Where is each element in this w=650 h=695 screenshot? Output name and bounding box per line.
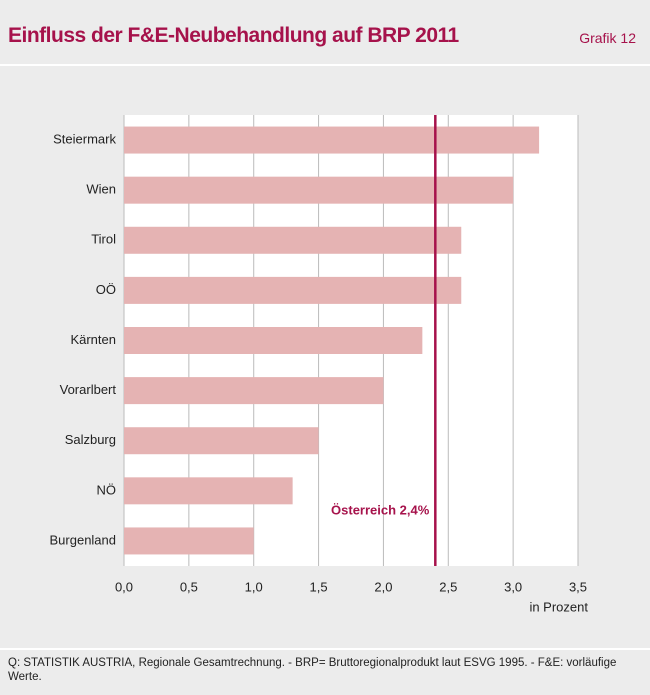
bar (124, 226, 462, 254)
chart-title: Einfluss der F&E-Neubehandlung auf BRP 2… (8, 24, 459, 47)
x-tick-label: 2,5 (439, 579, 457, 594)
chart: 0,0 0,5 1,0 1,5 2,0 2,5 3,0 3,5 in Prozent Steier… (50, 115, 588, 614)
bar (124, 427, 319, 455)
figure-label: Grafik 12 (579, 30, 636, 46)
y-tick-label: Kärnten (70, 332, 116, 347)
source-note: Q: STATISTIK AUSTRIA, Regionale Gesamtre… (8, 657, 617, 683)
y-tick-label: OÖ (96, 282, 116, 297)
bar (124, 477, 293, 505)
x-tick-label: 2,0 (374, 579, 392, 594)
reference-label: Österreich 2,4% (331, 502, 430, 517)
y-tick-label: NÖ (97, 482, 117, 497)
bar (124, 327, 423, 354)
bar (124, 527, 254, 555)
x-tick-label: 3,0 (504, 579, 522, 594)
y-tick-label: Steiermark (53, 131, 116, 146)
bar (124, 276, 462, 304)
y-tick-label: Salzburg (65, 432, 116, 447)
bar (124, 126, 540, 154)
x-tick-label: 0,5 (180, 579, 198, 594)
x-tick-label: 1,5 (310, 579, 328, 594)
y-tick-label: Wien (86, 182, 116, 197)
x-tick-label: 0,0 (115, 579, 133, 594)
bar (124, 176, 514, 204)
y-tick-label: Tirol (91, 232, 116, 247)
x-tick-label: 1,0 (245, 579, 263, 594)
separator (0, 648, 650, 650)
header: Einfluss der F&E-Neubehandlung auf BRP 2… (0, 0, 650, 66)
x-axis-label: in Prozent (529, 599, 588, 614)
y-tick-label: Burgenland (50, 532, 117, 547)
bar (124, 377, 384, 405)
y-tick-label: Vorarlbert (60, 382, 117, 397)
x-tick-label: 3,5 (569, 579, 587, 594)
